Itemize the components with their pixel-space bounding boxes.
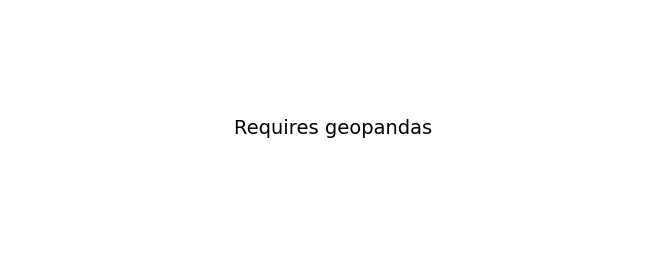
Text: Requires geopandas: Requires geopandas <box>234 119 432 138</box>
